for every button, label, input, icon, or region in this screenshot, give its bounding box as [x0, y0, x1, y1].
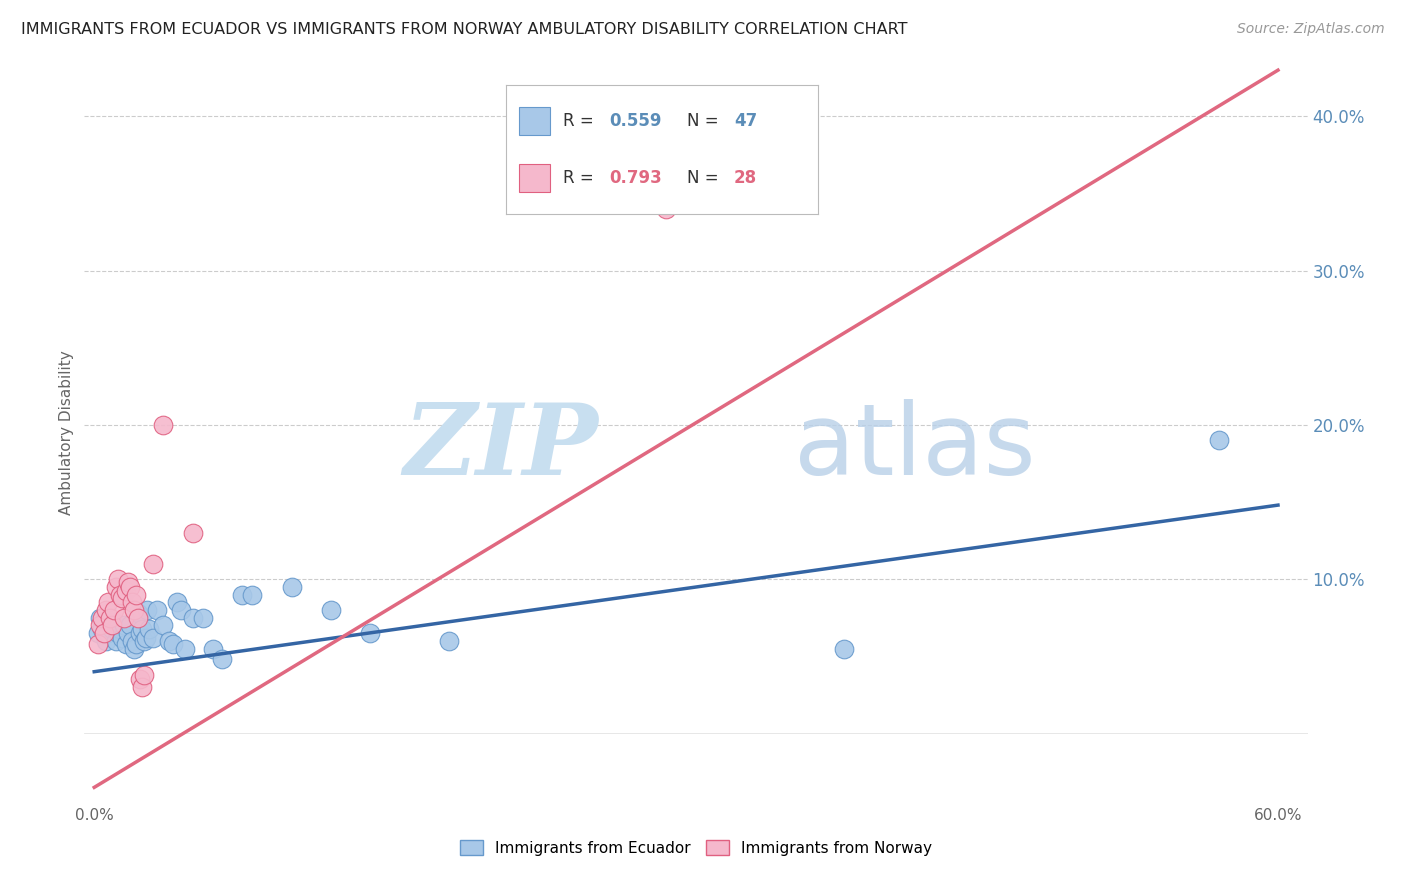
- Text: Source: ZipAtlas.com: Source: ZipAtlas.com: [1237, 22, 1385, 37]
- Point: [91, 610, 114, 624]
- Point: [142, 557, 165, 571]
- Point: [128, 626, 150, 640]
- Point: [104, 633, 127, 648]
- Point: [655, 202, 678, 216]
- Point: [94, 633, 117, 648]
- Text: IMMIGRANTS FROM ECUADOR VS IMMIGRANTS FROM NORWAY AMBULATORY DISABILITY CORRELAT: IMMIGRANTS FROM ECUADOR VS IMMIGRANTS FR…: [21, 22, 908, 37]
- Point: [181, 610, 204, 624]
- Point: [146, 603, 169, 617]
- Point: [142, 631, 165, 645]
- Point: [174, 641, 197, 656]
- Point: [98, 610, 121, 624]
- Point: [98, 618, 121, 632]
- Point: [131, 680, 153, 694]
- Point: [101, 618, 124, 632]
- Point: [112, 610, 135, 624]
- Point: [89, 610, 111, 624]
- Point: [117, 575, 139, 590]
- Point: [170, 603, 193, 617]
- Point: [111, 631, 134, 645]
- Point: [101, 622, 124, 636]
- Point: [166, 595, 188, 609]
- Point: [97, 626, 120, 640]
- Point: [122, 641, 145, 656]
- Point: [104, 580, 127, 594]
- Point: [127, 610, 149, 624]
- Point: [211, 652, 233, 666]
- Point: [122, 603, 145, 617]
- Point: [118, 580, 141, 594]
- Point: [359, 626, 381, 640]
- Point: [135, 631, 157, 645]
- Point: [107, 572, 129, 586]
- Point: [121, 595, 143, 609]
- Point: [152, 417, 174, 432]
- Point: [201, 641, 224, 656]
- Point: [280, 580, 302, 594]
- Point: [240, 588, 263, 602]
- Point: [94, 603, 117, 617]
- Point: [181, 525, 204, 540]
- Point: [124, 637, 146, 651]
- Point: [191, 610, 214, 624]
- Point: [128, 673, 150, 687]
- Point: [157, 633, 180, 648]
- Point: [114, 584, 136, 599]
- Point: [1208, 434, 1230, 448]
- Point: [231, 588, 253, 602]
- Point: [89, 618, 111, 632]
- Point: [107, 626, 129, 640]
- Y-axis label: Ambulatory Disability: Ambulatory Disability: [59, 351, 75, 515]
- Point: [162, 637, 184, 651]
- Point: [108, 622, 131, 636]
- Text: ZIP: ZIP: [404, 400, 598, 496]
- Point: [97, 595, 120, 609]
- Point: [103, 603, 125, 617]
- Point: [117, 626, 139, 640]
- Point: [87, 626, 110, 640]
- Point: [118, 618, 141, 632]
- Point: [121, 633, 143, 648]
- Point: [111, 591, 134, 605]
- Point: [138, 622, 160, 636]
- Point: [127, 606, 149, 620]
- Point: [319, 603, 342, 617]
- Point: [832, 641, 855, 656]
- Legend: Immigrants from Ecuador, Immigrants from Norway: Immigrants from Ecuador, Immigrants from…: [454, 834, 938, 862]
- Point: [114, 637, 136, 651]
- Point: [152, 618, 174, 632]
- Point: [132, 667, 155, 681]
- Point: [91, 622, 114, 636]
- Point: [131, 622, 153, 636]
- Text: atlas: atlas: [794, 399, 1035, 496]
- Point: [132, 633, 155, 648]
- Point: [103, 615, 125, 630]
- Point: [439, 633, 461, 648]
- Point: [124, 588, 146, 602]
- Point: [87, 637, 110, 651]
- Point: [136, 603, 159, 617]
- Point: [108, 588, 131, 602]
- Point: [93, 615, 115, 630]
- Point: [112, 618, 135, 632]
- Point: [93, 626, 115, 640]
